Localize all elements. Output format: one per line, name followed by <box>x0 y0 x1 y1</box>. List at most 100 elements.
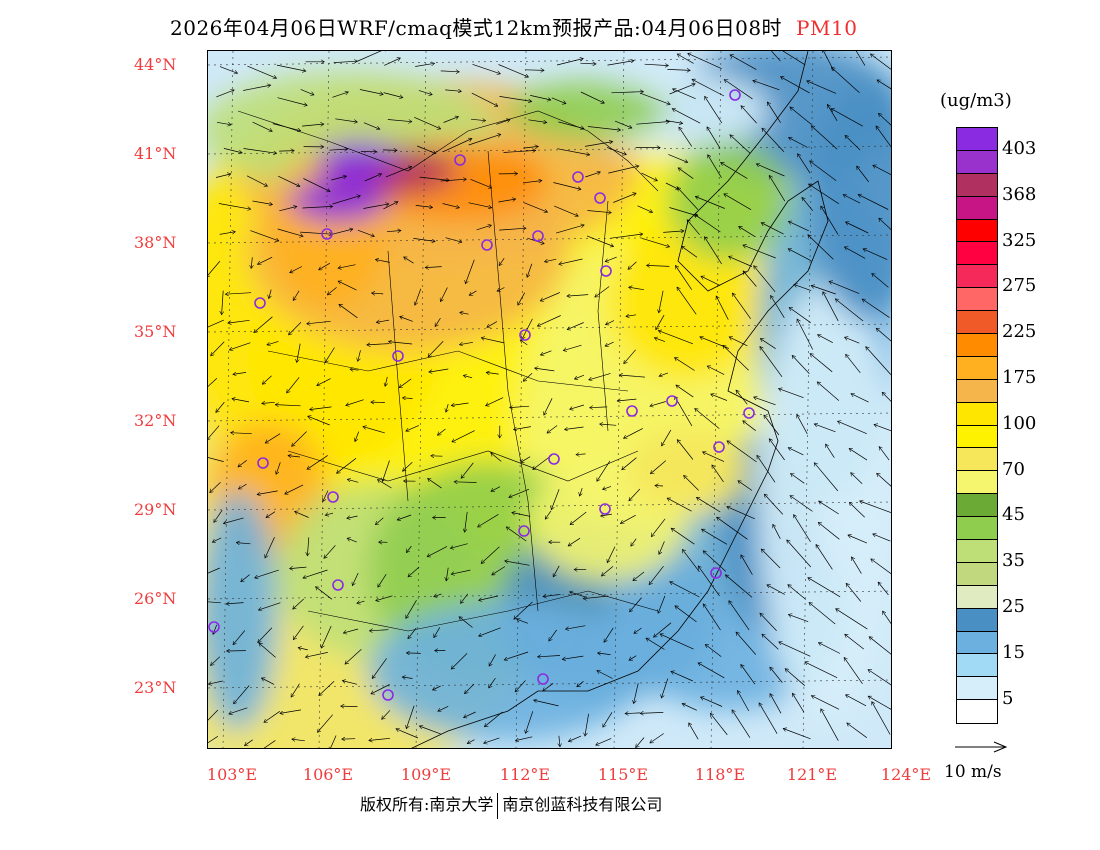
wind-arrow <box>514 601 533 619</box>
wind-arrow <box>317 714 333 733</box>
wind-arrow <box>376 320 390 322</box>
wind-arrow <box>554 205 578 216</box>
wind-arrow <box>329 149 347 150</box>
wind-arrow <box>844 657 863 685</box>
legend-swatch <box>957 265 997 289</box>
wind-arrow <box>406 545 412 553</box>
wind-arrow <box>872 273 889 288</box>
wind-arrow <box>667 69 690 70</box>
wind-arrow <box>243 85 271 91</box>
pollutant-label: PM10 <box>796 16 858 40</box>
wind-arrow <box>551 489 560 509</box>
wind-arrow <box>509 488 530 497</box>
legend-swatch <box>957 128 997 151</box>
concentration-blob <box>318 141 398 181</box>
wind-arrow <box>845 634 865 650</box>
wind-arrow <box>871 559 891 575</box>
wind-arrow <box>791 473 805 484</box>
legend-label: 275 <box>1002 275 1037 297</box>
wind-arrow <box>768 175 786 202</box>
wind-arrow <box>442 203 460 208</box>
wind-arrow <box>382 460 390 482</box>
wind-arrow <box>556 59 583 66</box>
wind-arrow <box>650 401 666 407</box>
wind-arrow <box>694 214 721 233</box>
wind-arrow <box>265 537 275 558</box>
lat-label: 44°N <box>134 55 177 74</box>
wind-arrow <box>731 710 751 738</box>
city-marker <box>666 395 678 407</box>
wind-arrow <box>831 109 863 127</box>
wind-arrow <box>785 669 806 686</box>
wind-arrow <box>557 148 589 155</box>
wind-arrow <box>440 71 460 72</box>
concentration-blob <box>208 491 278 731</box>
wind-arrow <box>811 286 836 295</box>
wind-arrow <box>640 92 670 104</box>
legend-swatch <box>957 150 997 174</box>
wind-arrow <box>818 522 840 540</box>
wind-arrow <box>647 265 670 266</box>
wind-arrow <box>613 193 636 203</box>
wind-arrow <box>292 290 300 301</box>
wind-arrow <box>682 704 697 711</box>
wind-arrow <box>337 458 357 473</box>
wind-arrow <box>649 565 664 585</box>
wind-arrow <box>760 613 777 631</box>
legend-swatch <box>957 402 997 426</box>
legend-label: 15 <box>1002 641 1025 663</box>
wind-arrow <box>226 603 244 604</box>
wind-arrow <box>568 537 581 547</box>
wind-arrow <box>347 479 359 483</box>
wind-arrow <box>419 176 450 180</box>
wind-arrow <box>522 181 542 184</box>
wind-arrow <box>499 96 532 101</box>
wind-arrow <box>216 401 225 412</box>
wind-arrow <box>654 338 666 342</box>
wind-arrow <box>597 671 613 679</box>
wind-arrow <box>459 617 473 628</box>
wind-arrow <box>469 290 477 296</box>
wind-arrow <box>764 494 784 515</box>
wind-arrow <box>302 124 324 127</box>
wind-arrow <box>701 276 721 286</box>
wind-arrow <box>585 713 589 736</box>
wind-arrow <box>607 546 616 563</box>
wind-arrow <box>223 517 244 524</box>
wind-arrow <box>367 344 390 345</box>
wind-arrow <box>293 625 304 640</box>
wind-arrow <box>567 322 584 330</box>
legend-swatch <box>957 608 997 632</box>
wind-arrow <box>706 127 721 149</box>
wind-arrow <box>465 259 475 284</box>
wind-arrow <box>208 736 218 744</box>
wind-scale-label: 10 m/s <box>944 762 1002 782</box>
wind-arrow <box>300 89 314 95</box>
wind-arrow <box>846 354 861 374</box>
wind-arrow <box>640 712 664 713</box>
wind-arrow <box>257 490 278 495</box>
latitude-line <box>208 412 891 422</box>
wind-arrow <box>672 109 701 124</box>
wind-arrow <box>879 447 890 461</box>
wind-arrow <box>655 486 664 487</box>
legend-swatch <box>957 379 997 403</box>
wind-arrow <box>779 642 811 657</box>
legend-swatch <box>957 677 997 701</box>
wind-arrow <box>292 431 307 447</box>
wind-arrow <box>711 394 728 401</box>
wind-arrow <box>476 225 492 231</box>
wind-arrow <box>601 514 612 516</box>
wind-arrow <box>342 681 358 685</box>
copyright-right: 南京创蓝科技有限公司 <box>502 795 663 814</box>
wind-arrow <box>499 258 505 266</box>
wind-arrow <box>677 54 694 64</box>
longitude-line <box>415 51 427 748</box>
wind-arrow <box>402 677 413 679</box>
wind-arrow <box>606 147 626 155</box>
wind-arrow <box>570 511 587 525</box>
legend-label: 35 <box>1002 550 1025 572</box>
wind-arrow <box>257 256 273 264</box>
wind-arrow <box>530 95 551 100</box>
concentration-blob <box>508 81 668 141</box>
